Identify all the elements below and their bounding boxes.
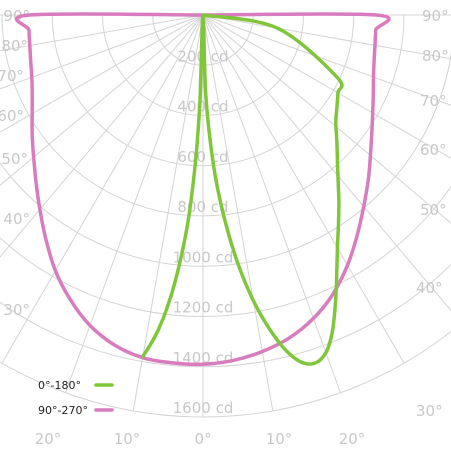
radial-tick-label: 1600 cd — [173, 399, 234, 417]
angle-label-right: 40° — [416, 279, 443, 297]
grid-ray — [202, 14, 451, 159]
angle-label-left: 40° — [3, 210, 30, 228]
angle-label-left: 20° — [35, 430, 62, 448]
angle-label-left: 60° — [0, 107, 24, 125]
grid-ray — [65, 14, 204, 393]
grid-ray — [0, 14, 204, 52]
legend-label: 0°-180° — [38, 379, 81, 392]
series-0-180-curve — [141, 13, 344, 366]
grid-ray — [202, 14, 341, 393]
grid-ray — [202, 14, 451, 224]
angle-label-left: 80° — [1, 37, 28, 55]
intensity-curves — [14, 12, 391, 367]
grid-ray — [202, 14, 405, 364]
legend-label: 90°-270° — [38, 404, 88, 417]
angle-tick-labels: 90° 80° 70° 60° 50° 40° 30° 20° 10° 90° 80° 70° 60° 5… — [0, 7, 449, 448]
angle-label-left: 50° — [1, 150, 28, 168]
angle-label-right: 50° — [420, 201, 447, 219]
angle-label-right: 80° — [422, 47, 449, 65]
grid-ray — [202, 14, 451, 60]
grid-ray — [202, 14, 451, 106]
angle-label-right: 70° — [420, 92, 447, 110]
angle-label-left: 90° — [3, 7, 30, 25]
radial-tick-label: 1200 cd — [173, 299, 234, 317]
series-90-270-curve — [14, 12, 391, 367]
grid-ray — [0, 14, 204, 258]
grid-ray — [0, 14, 204, 90]
legend: 0°-180° 90°-270° — [38, 379, 114, 417]
grid-ray — [132, 14, 204, 411]
radial-tick-label: 1000 cd — [173, 248, 234, 266]
radial-tick-label: 400 cd — [177, 98, 228, 116]
grid-ray — [1, 14, 204, 364]
grid-ray — [0, 14, 204, 133]
radial-tick-label: 600 cd — [177, 148, 228, 166]
angle-label-right: 10° — [266, 430, 293, 448]
angle-label-center: 0° — [194, 430, 211, 448]
angle-label-right: 20° — [339, 430, 366, 448]
angle-label-left: 10° — [114, 430, 141, 448]
angle-label-left: 70° — [0, 67, 24, 85]
grid-ray — [202, 14, 451, 312]
grid-ray — [202, 14, 274, 411]
polar-grid — [0, 14, 451, 418]
angle-label-right: 30° — [416, 402, 443, 420]
angle-label-right: 90° — [422, 7, 449, 25]
angle-label-left: 30° — [3, 301, 30, 319]
grid-ray — [0, 14, 204, 186]
angle-label-right: 60° — [420, 141, 447, 159]
